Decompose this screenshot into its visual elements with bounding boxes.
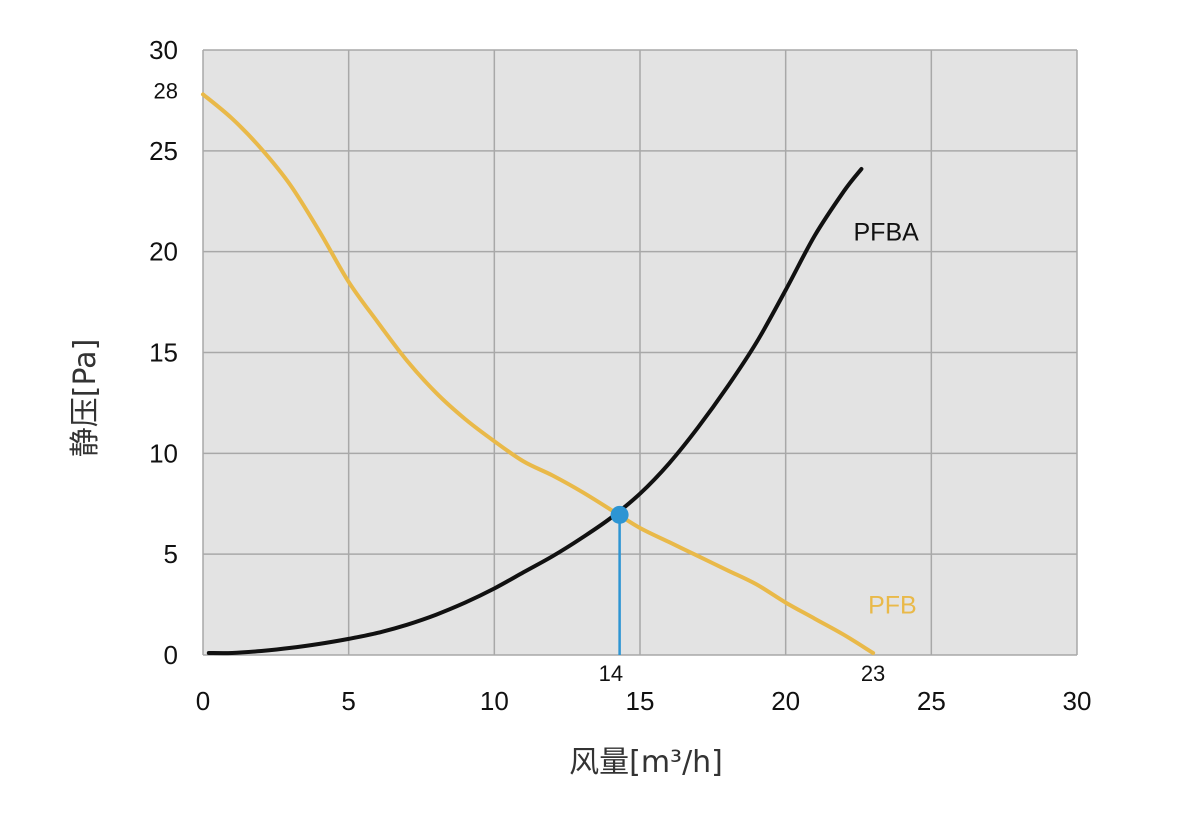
tick-labels: 0 5 10 15 20 25 30 0 5 10 15 20 25 30 [149, 35, 1091, 716]
y-tick-label: 5 [164, 539, 178, 569]
x-axis-title: 风量[m³/h] [569, 745, 723, 780]
y-tick-label: 0 [164, 640, 178, 670]
x-tick-label: 15 [626, 686, 655, 716]
annotation-label-28: 28 [154, 78, 178, 103]
x-tick-label: 30 [1063, 686, 1092, 716]
intersection-point [610, 505, 629, 524]
y-tick-label: 10 [149, 438, 178, 468]
x-tick-label: 20 [771, 686, 800, 716]
y-tick-label: 25 [149, 136, 178, 166]
x-tick-label: 25 [917, 686, 946, 716]
series-line-pfba [206, 167, 864, 656]
annotation-label-23: 23 [861, 661, 885, 686]
x-tick-label: 0 [196, 686, 210, 716]
series-line-pfb [201, 92, 876, 655]
series-label-pfba: PFBA [854, 219, 920, 247]
series-group [201, 92, 876, 656]
y-tick-label: 30 [149, 35, 178, 65]
series-label-pfb: PFB [868, 592, 917, 620]
y-axis-title: 静压[Pa] [68, 339, 103, 458]
y-tick-label: 15 [149, 338, 178, 368]
grid-lines [202, 49, 1078, 656]
x-tick-label: 5 [341, 686, 355, 716]
annotation-label-14: 14 [599, 661, 623, 686]
y-tick-label: 20 [149, 237, 178, 267]
x-tick-label: 10 [480, 686, 509, 716]
annotations-group: PFBA PFB 28 14 23 [154, 78, 920, 686]
